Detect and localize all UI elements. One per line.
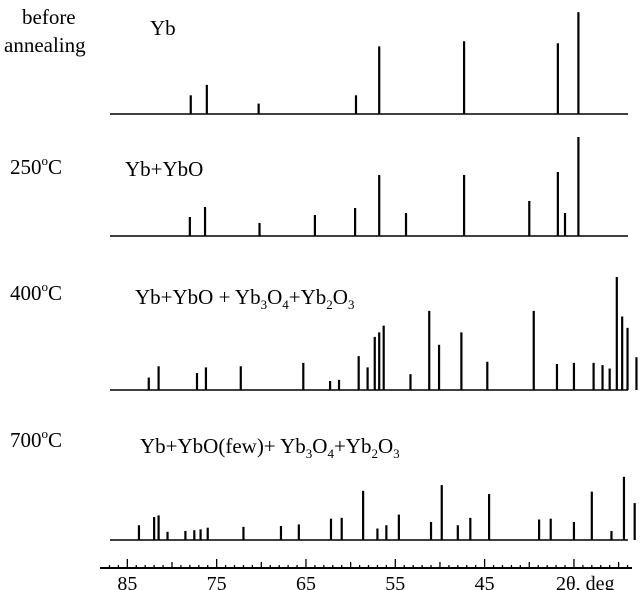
- panel-composition-label: Yb+YbO(few)+ Yb3O4+Yb2O3: [140, 434, 400, 461]
- panel-composition-label: Yb+YbO: [125, 157, 203, 181]
- panel-temperature-label: 400oC: [10, 279, 62, 305]
- x-tick-label: 75: [207, 573, 227, 590]
- x-axis-title: 2θ, deg: [556, 573, 614, 590]
- x-tick-label: 45: [475, 573, 495, 590]
- panel-composition-label: Yb+YbO + Yb3O4+Yb2O3: [135, 285, 354, 312]
- panel-temperature-sublabel: annealing: [4, 33, 86, 57]
- x-tick-label: 55: [385, 573, 405, 590]
- panel-temperature-label: before: [22, 5, 76, 29]
- panel-1: before annealing Yb: [4, 5, 628, 115]
- panel-composition-label: Yb: [150, 16, 176, 40]
- x-axis: 85 75 65 55 45 2θ, deg: [100, 559, 632, 590]
- panel-2: 250oC Yb+YbO: [10, 137, 628, 237]
- panel-4: 700oC Yb+YbO(few)+ Yb3O4+Yb2O3: [10, 426, 636, 541]
- panel-temperature-label: 250oC: [10, 153, 62, 179]
- x-tick-label: 65: [296, 573, 316, 590]
- panel-temperature-label: 700oC: [10, 426, 62, 452]
- x-tick-label: 85: [117, 573, 137, 590]
- panels: before annealing Yb 250oC Yb+YbO 400oC Yb+YbO …: [4, 5, 638, 541]
- panel-3: 400oC Yb+YbO + Yb3O4+Yb2O3: [10, 277, 638, 391]
